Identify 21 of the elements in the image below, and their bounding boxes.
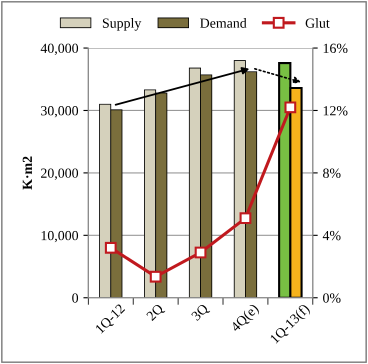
y-tick-label: 40,000 <box>40 44 78 55</box>
y-axis-title: K·m2 <box>22 156 32 190</box>
legend-label: Supply <box>102 18 142 31</box>
point <box>104 242 117 254</box>
legend-label: Demand <box>200 18 247 28</box>
y-tick-label: 0 <box>72 293 78 303</box>
y2-tick-label: 0% <box>323 293 341 303</box>
y2-tick-label: 8% <box>323 168 341 178</box>
point <box>240 212 252 224</box>
legend-label: Glut <box>306 18 330 28</box>
x-tick-label: 2Q <box>146 303 166 323</box>
y-tick-label: 30,000 <box>41 106 78 118</box>
y-tick-label: 20,000 <box>41 168 78 180</box>
y2-tick-label: 4% <box>322 230 341 240</box>
y2-tick-label: 16% <box>324 44 348 54</box>
point <box>150 270 162 283</box>
y-tick-label: 10,000 <box>42 230 78 242</box>
point <box>194 246 206 258</box>
x-tick-label: 3Q <box>190 303 210 323</box>
point <box>284 101 296 114</box>
y2-tick-label: 12% <box>324 106 348 116</box>
